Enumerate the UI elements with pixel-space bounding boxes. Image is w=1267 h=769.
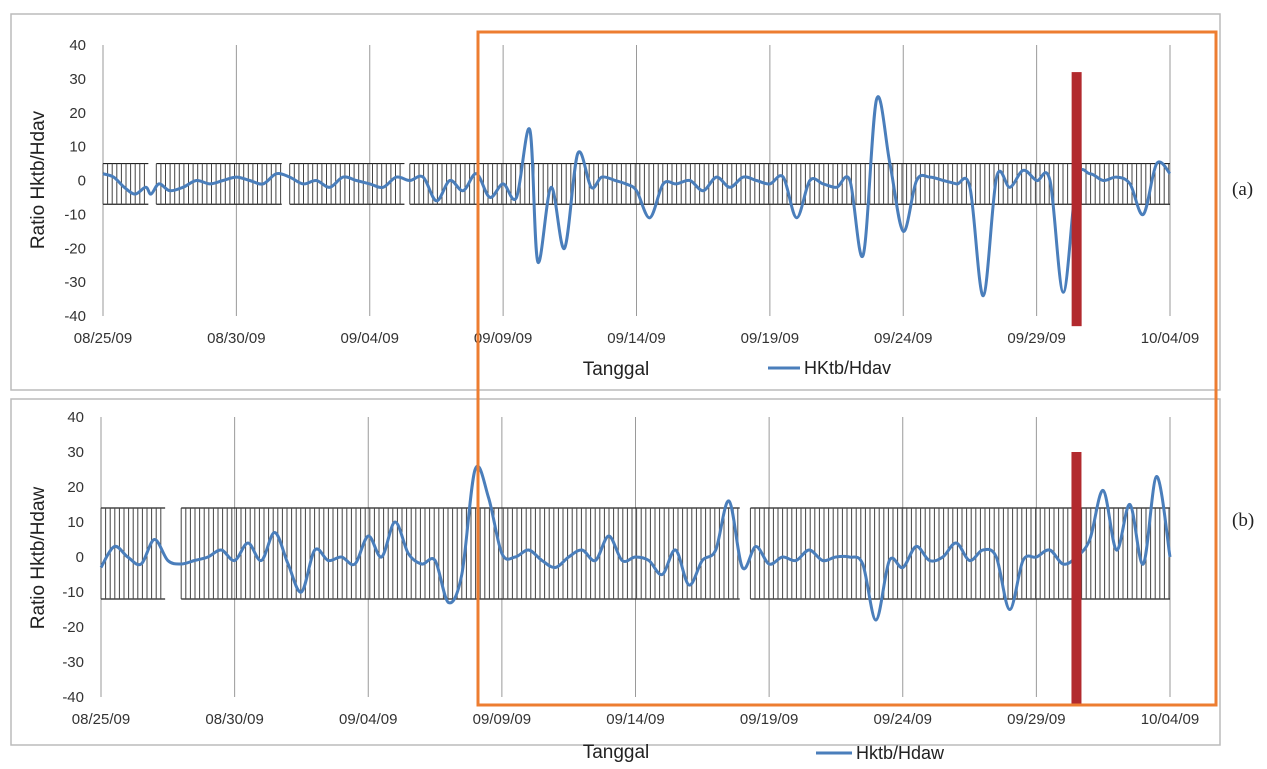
x-tick-label: 09/09/09	[473, 711, 531, 728]
y-tick-label: 30	[67, 444, 84, 461]
y-tick-label: 10	[69, 139, 86, 156]
y-tick-label: 0	[78, 173, 86, 190]
y-tick-label: -30	[64, 274, 86, 291]
y-tick-label: 20	[67, 479, 84, 496]
highlight-box	[476, 30, 1218, 707]
threshold-hatch	[102, 163, 145, 205]
event-marker	[1071, 452, 1082, 705]
x-tick-label: 08/30/09	[207, 330, 265, 347]
y-tick-label: -40	[64, 308, 86, 325]
x-axis-label: Tanggal	[583, 359, 650, 380]
x-tick-label: 09/04/09	[341, 330, 399, 347]
y-tick-label: 40	[67, 409, 84, 426]
event-marker	[1071, 72, 1082, 327]
x-tick-label: 09/19/09	[741, 330, 799, 347]
y-tick-label: 0	[76, 549, 84, 566]
x-tick-label: 09/29/09	[1007, 330, 1065, 347]
x-tick-label: 09/24/09	[874, 711, 932, 728]
x-tick-label: 08/30/09	[205, 711, 263, 728]
series-line	[99, 464, 1172, 622]
x-tick-label: 10/04/09	[1141, 711, 1199, 728]
x-tick-label: 08/25/09	[72, 711, 130, 728]
x-tick-label: 08/25/09	[74, 330, 132, 347]
x-tick-label: 09/04/09	[339, 711, 397, 728]
panel-label-b: (b)	[1232, 510, 1254, 531]
y-tick-label: -10	[62, 584, 84, 601]
y-tick-label: 20	[69, 105, 86, 122]
y-tick-label: 30	[69, 71, 86, 88]
y-tick-label: 10	[67, 514, 84, 531]
x-tick-label: 09/19/09	[740, 711, 798, 728]
y-axis-label: Ratio Hktb/Hdaw	[28, 486, 49, 629]
y-tick-label: -10	[64, 206, 86, 223]
y-axis-label: Ratio Hktb/Hdav	[28, 110, 49, 249]
series-line	[102, 95, 1172, 298]
legend-label: Hktb/Hdaw	[856, 743, 945, 763]
x-tick-label: 09/14/09	[607, 330, 665, 347]
panel-a: 08/25/09 08/30/09 09/04/09 09/09/09 09/14/09…	[28, 37, 1199, 380]
x-tick-label: 09/14/09	[606, 711, 664, 728]
x-axis-label: Tanggal	[583, 742, 650, 763]
y-tick-label: -30	[62, 654, 84, 671]
x-tick-label: 10/04/09	[1141, 330, 1199, 347]
panel-b-frame	[10, 398, 1221, 746]
y-tick-label: -20	[64, 240, 86, 257]
panel-b: 08/25/09 08/30/09 09/04/09 09/09/09 09/14/09…	[28, 409, 1199, 763]
legend-label: HKtb/Hdav	[804, 358, 891, 378]
x-tick-label: 09/29/09	[1007, 711, 1065, 728]
panel-a-frame	[10, 13, 1221, 391]
x-tick-label: 09/24/09	[874, 330, 932, 347]
y-tick-label: -40	[62, 689, 84, 706]
y-tick-label: 40	[69, 37, 86, 54]
x-tick-label: 09/09/09	[474, 330, 532, 347]
panel-label-a: (a)	[1232, 179, 1253, 200]
y-tick-label: -20	[62, 619, 84, 636]
